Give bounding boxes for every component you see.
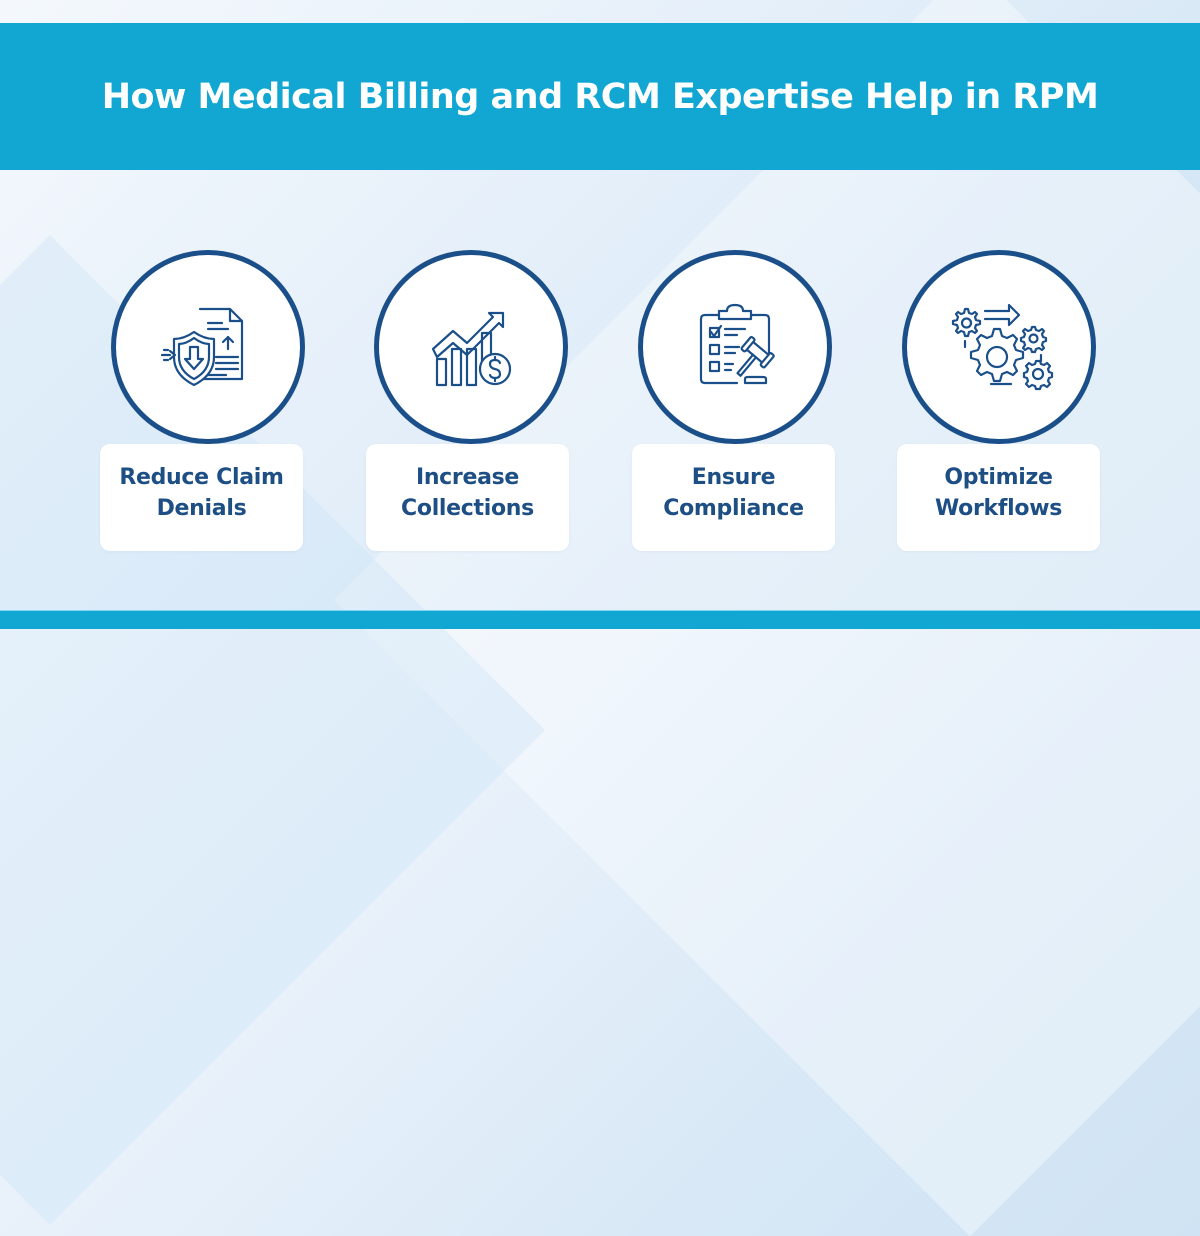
benefit-card-reduce-claim-denials: Reduce Claim Denials [100,444,303,551]
page-title: How Medical Billing and RCM Expertise He… [101,76,1099,117]
clipboard-gavel-icon [699,303,775,385]
benefit-label: Reduce Claim Denials [119,465,284,521]
benefit-label: Ensure Compliance [663,465,804,521]
benefit-card-increase-collections: Increase Collections [366,444,569,551]
benefit-card-optimize-workflows: Optimize Workflows [897,444,1100,551]
footer-bar [0,610,1200,629]
benefit-icon-circle-3 [638,250,832,444]
benefit-label: Increase Collections [401,465,534,521]
gears-workflow-icon [951,303,1054,391]
shield-document-icon [160,307,244,387]
growth-chart-dollar-icon [431,311,512,387]
benefit-label: Optimize Workflows [934,465,1063,521]
title-banner: How Medical Billing and RCM Expertise He… [0,23,1200,170]
benefit-card-ensure-compliance: Ensure Compliance [632,444,835,551]
benefit-icon-circle-1 [111,250,305,444]
benefit-icon-circle-4 [902,250,1096,444]
benefit-icon-circle-2 [374,250,568,444]
